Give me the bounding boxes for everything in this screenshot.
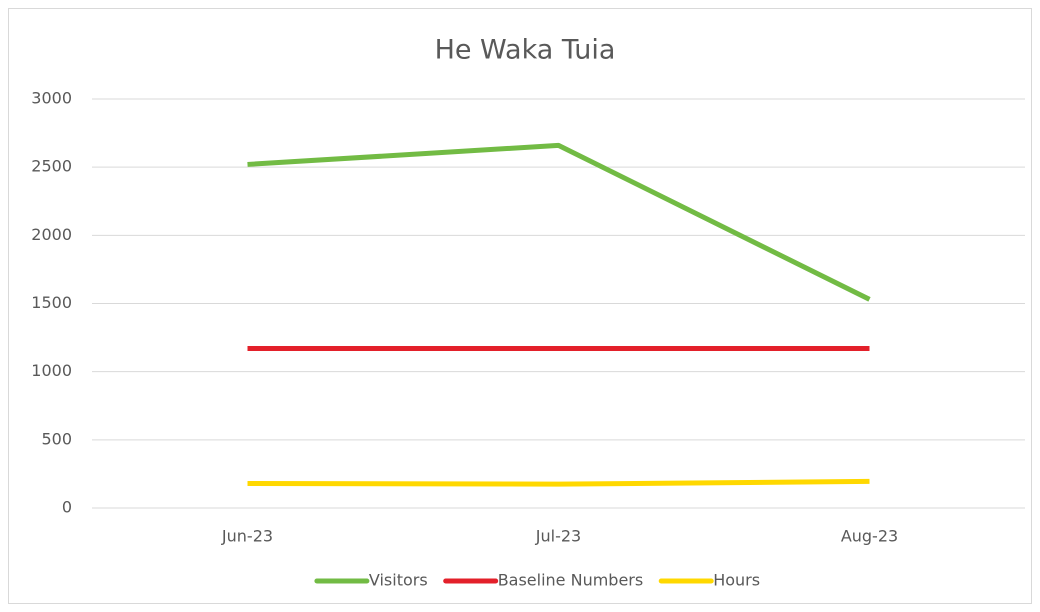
y-tick-label: 1000 bbox=[31, 361, 72, 380]
chart-border bbox=[8, 8, 1032, 604]
y-tick-label: 3000 bbox=[31, 89, 72, 108]
x-tick-label: Jul-23 bbox=[535, 527, 581, 546]
series-line bbox=[247, 142, 871, 302]
legend-label: Baseline Numbers bbox=[498, 571, 644, 590]
y-tick-label: 2500 bbox=[31, 157, 72, 176]
y-tick-label: 1500 bbox=[31, 293, 72, 312]
y-tick-label: 2000 bbox=[31, 225, 72, 244]
series-line bbox=[247, 478, 870, 487]
x-tick-label: Aug-23 bbox=[841, 527, 898, 546]
x-tick-label: Jun-23 bbox=[221, 527, 273, 546]
legend-label: Visitors bbox=[369, 571, 428, 590]
legend-label: Hours bbox=[713, 571, 760, 590]
y-tick-label: 0 bbox=[62, 498, 72, 517]
chart-title: He Waka Tuia bbox=[435, 35, 616, 66]
y-tick-label: 500 bbox=[41, 429, 72, 448]
